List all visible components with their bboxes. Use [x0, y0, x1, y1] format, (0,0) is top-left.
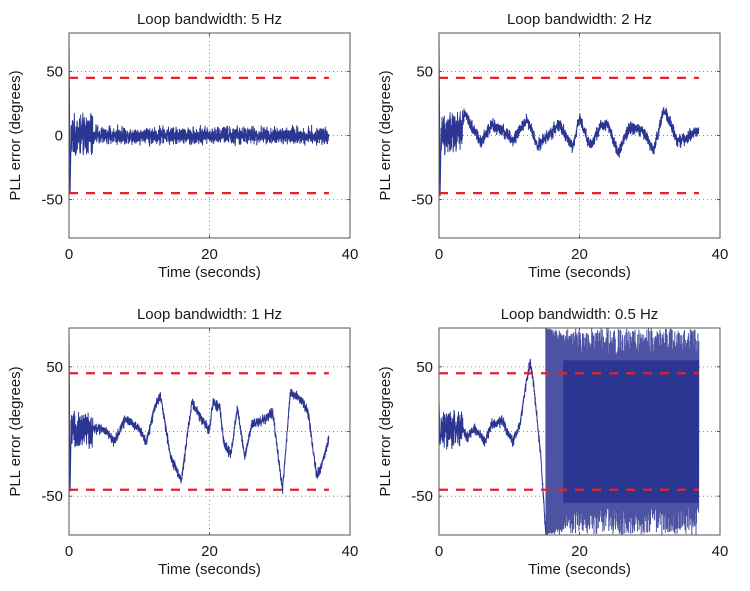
cycle-slip-core	[563, 360, 699, 503]
y-axis-label: PLL error (degrees)	[377, 366, 394, 496]
pll-error-trace	[439, 33, 700, 197]
chart-title: Loop bandwidth: 1 Hz	[137, 306, 282, 323]
subplot-3: 0 20 40 -50 50 Loop bandwidth: 1 Hz Time (seco…	[7, 306, 358, 578]
y-tick-label: -50	[411, 488, 433, 505]
pll-error-trace	[439, 358, 547, 535]
y-tick-label: -50	[41, 192, 63, 209]
chart-title: Loop bandwidth: 0.5 Hz	[501, 306, 659, 323]
x-axis-label: Time (seconds)	[528, 264, 631, 281]
y-tick-label: 50	[46, 63, 63, 80]
x-tick-label: 0	[435, 543, 443, 560]
y-tick-label: -50	[41, 488, 63, 505]
x-tick-label: 0	[65, 543, 73, 560]
x-tick-label: 40	[712, 246, 729, 263]
x-tick-label: 20	[201, 246, 218, 263]
x-tick-label: 20	[571, 246, 588, 263]
y-axis-label: PLL error (degrees)	[377, 70, 394, 200]
y-tick-label: 0	[55, 128, 63, 145]
x-tick-label: 40	[342, 246, 359, 263]
chart-title: Loop bandwidth: 5 Hz	[137, 11, 282, 28]
x-tick-label: 40	[342, 543, 359, 560]
x-axis-label: Time (seconds)	[158, 561, 261, 578]
chart-title: Loop bandwidth: 2 Hz	[507, 11, 652, 28]
pll-error-trace	[69, 328, 330, 494]
x-tick-label: 20	[571, 543, 588, 560]
subplot-1: 0 20 40 -50 0 50 Loop bandwidth: 5 Hz Time (sec…	[7, 11, 358, 281]
cycle-slip-trace	[545, 328, 700, 535]
pll-error-trace	[69, 33, 330, 194]
y-axis-label: PLL error (degrees)	[7, 70, 24, 200]
x-axis-label: Time (seconds)	[528, 561, 631, 578]
x-tick-label: 20	[201, 543, 218, 560]
subplot-4: 0 20 40 -50 50 Loop bandwidth: 0.5 Hz Time (se…	[377, 306, 728, 578]
y-tick-label: 50	[46, 359, 63, 376]
x-tick-label: 0	[65, 246, 73, 263]
y-tick-label: 50	[416, 63, 433, 80]
x-tick-label: 0	[435, 246, 443, 263]
y-tick-label: -50	[411, 192, 433, 209]
x-axis-label: Time (seconds)	[158, 264, 261, 281]
y-axis-label: PLL error (degrees)	[7, 366, 24, 496]
subplot-2: 0 20 40 -50 50 Loop bandwidth: 2 Hz Time (seco…	[377, 11, 728, 281]
y-tick-label: 50	[416, 359, 433, 376]
x-tick-label: 40	[712, 543, 729, 560]
